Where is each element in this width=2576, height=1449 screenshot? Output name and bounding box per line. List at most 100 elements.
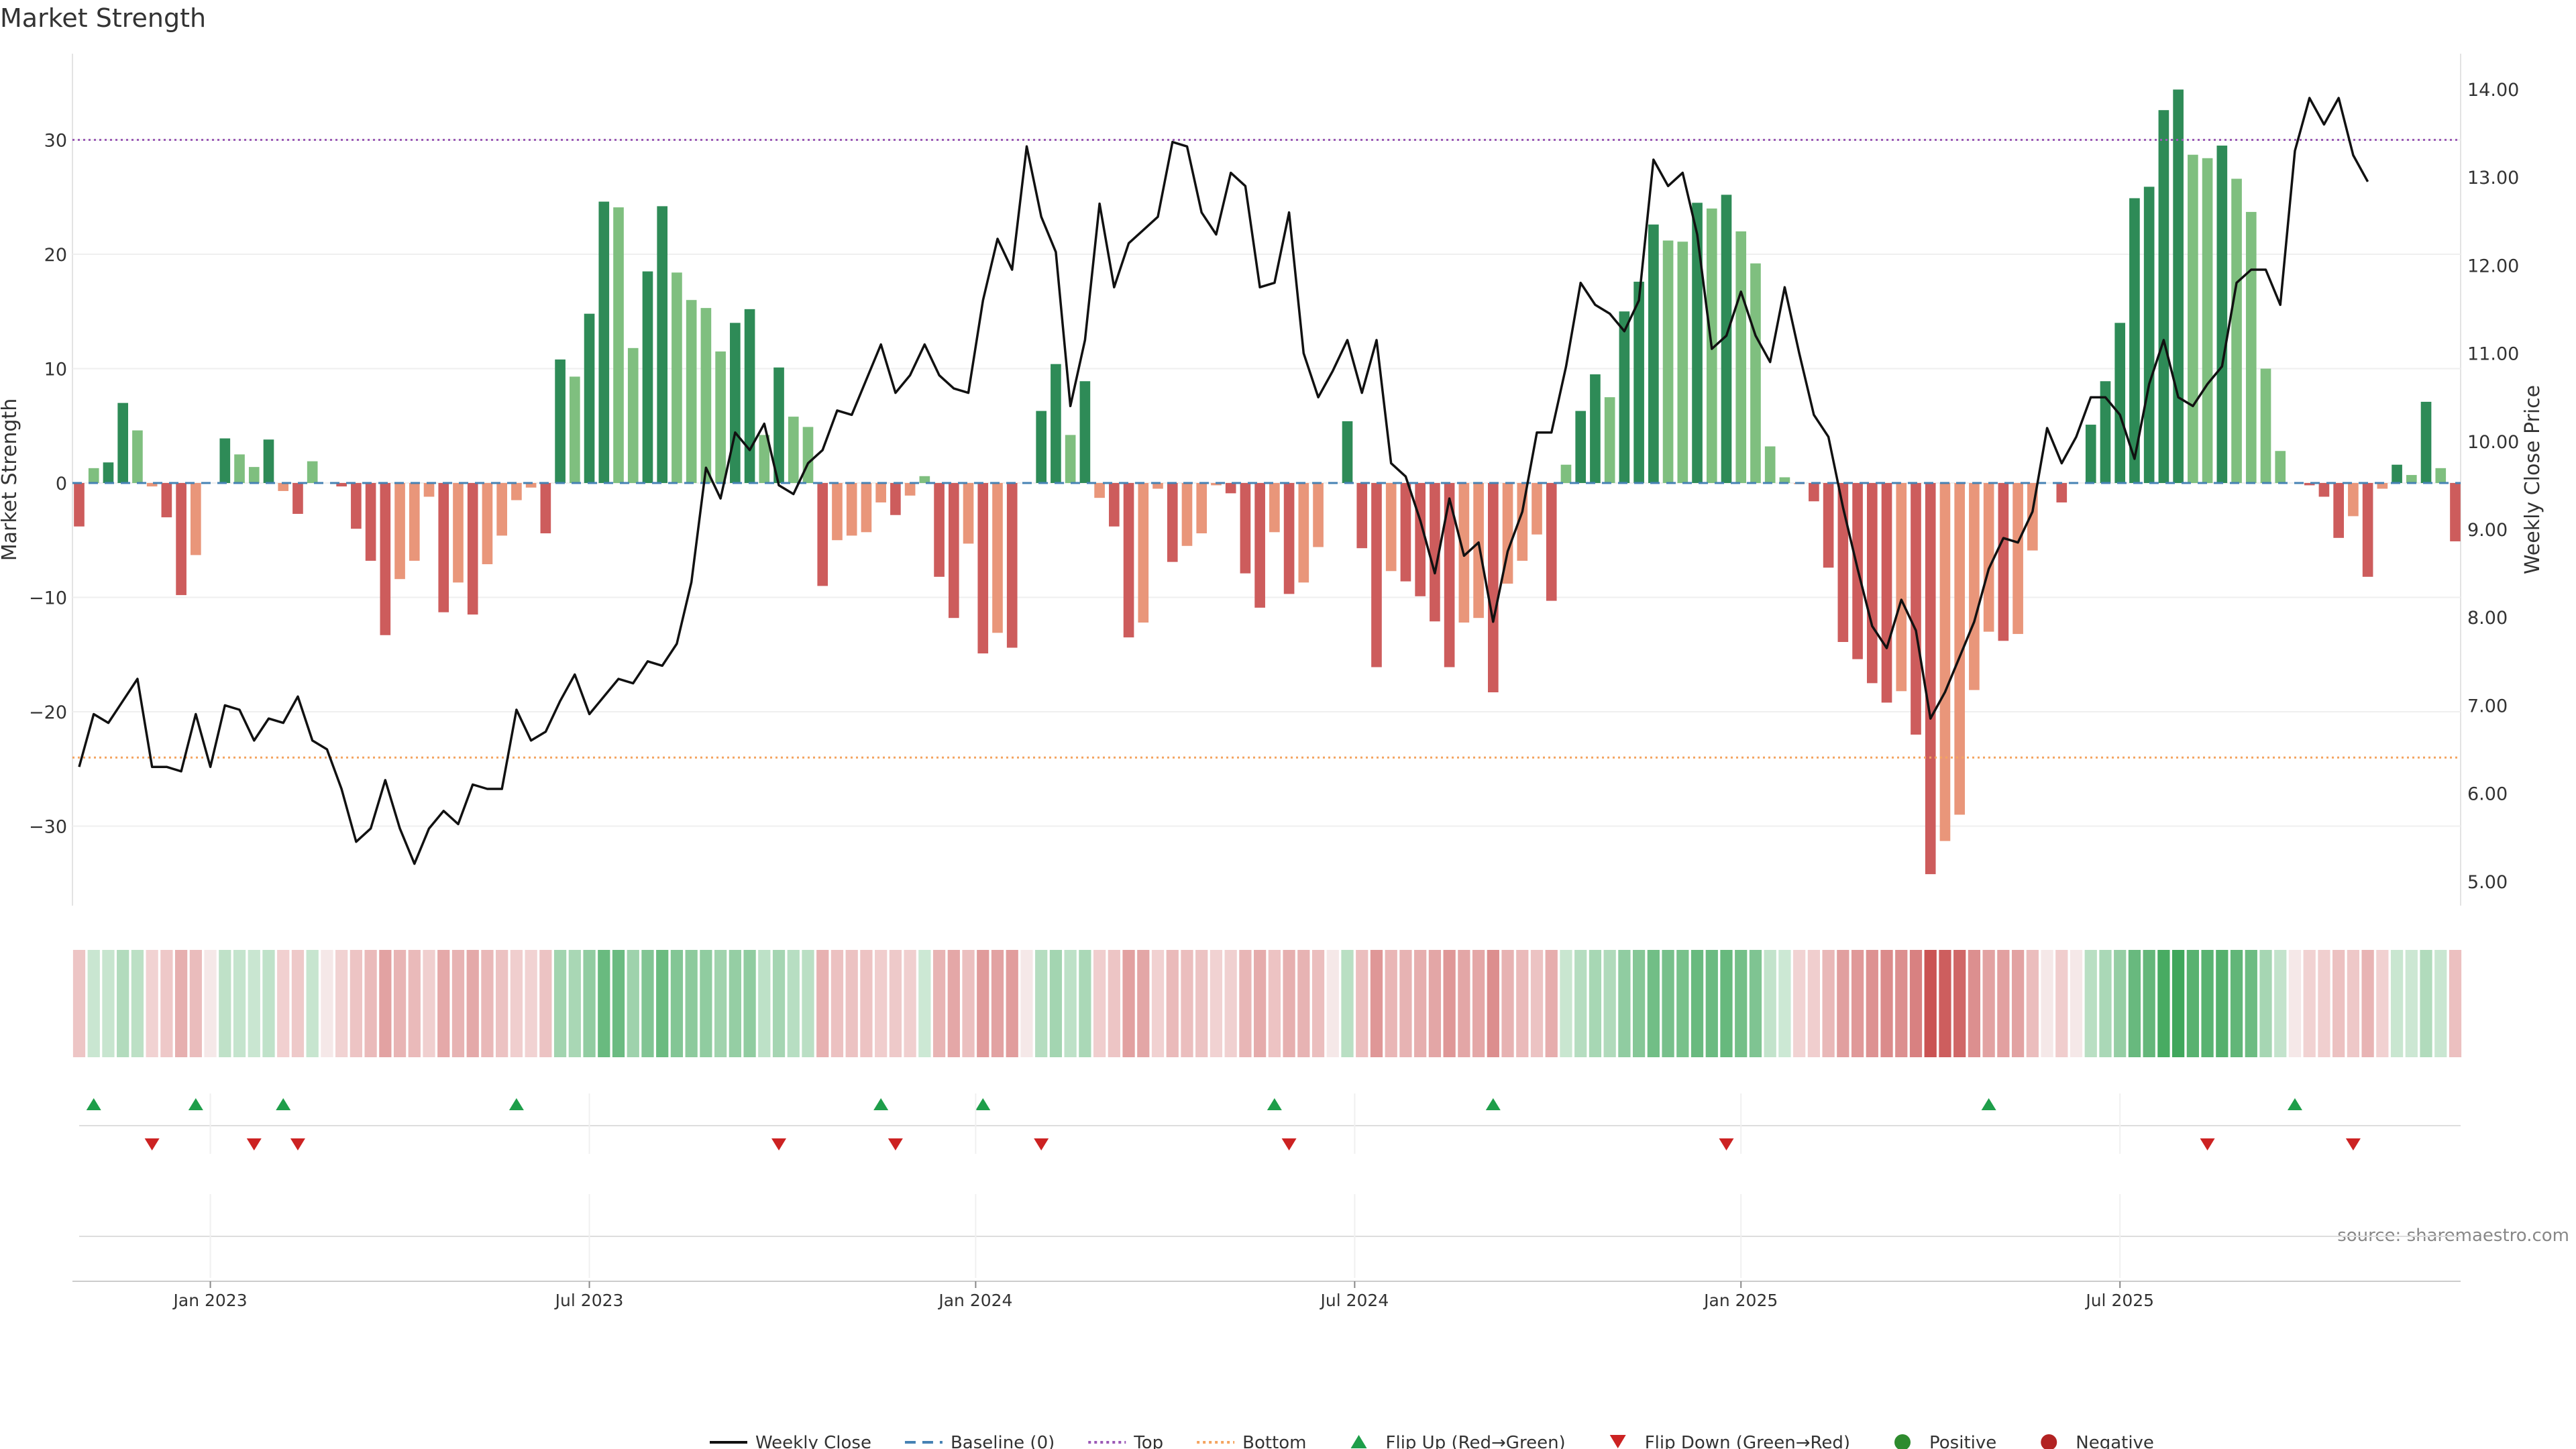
strength-bar	[584, 313, 595, 483]
x-tick-label: Jul 2025	[2084, 1291, 2154, 1310]
heat-cell	[262, 950, 275, 1057]
strength-bar	[1138, 483, 1149, 623]
strength-bar	[1371, 483, 1382, 667]
heat-cell	[437, 950, 450, 1057]
heat-cell	[525, 950, 537, 1057]
strength-bar	[1604, 397, 1615, 483]
strength-bar	[686, 300, 697, 483]
heat-cell	[1618, 950, 1631, 1057]
heat-cell	[117, 950, 129, 1057]
strength-bar	[2260, 368, 2271, 483]
strength-bar	[2231, 178, 2242, 483]
heat-cell	[743, 950, 756, 1057]
strength-bar	[278, 483, 289, 491]
strength-bar	[1779, 477, 1790, 483]
strength-bar	[453, 483, 464, 583]
strength-bar	[1590, 374, 1601, 483]
heat-cell	[670, 950, 684, 1057]
strength-bar	[2114, 323, 2126, 483]
heat-cell	[1210, 950, 1223, 1057]
strength-bar	[365, 483, 376, 561]
heat-cell	[2026, 950, 2039, 1057]
legend-swatch	[1609, 1435, 1626, 1448]
heat-cell	[1487, 950, 1499, 1057]
heat-cell	[1472, 950, 1485, 1057]
strength-bar	[380, 483, 391, 635]
flip-up-marker	[276, 1098, 291, 1110]
strength-bar	[1677, 241, 1688, 483]
legend-label: Weekly Close	[755, 1433, 871, 1449]
heat-cell	[1837, 950, 1849, 1057]
strength-bar	[788, 417, 799, 483]
heat-cell	[1399, 950, 1412, 1057]
heat-cell	[1283, 950, 1295, 1057]
heat-cell	[1997, 950, 2010, 1057]
heat-cell	[568, 950, 581, 1057]
heat-cell	[816, 950, 829, 1057]
strength-bar	[1444, 483, 1455, 667]
heat-cell	[845, 950, 858, 1057]
heat-cell	[2143, 950, 2155, 1057]
heat-cell	[627, 950, 639, 1057]
heat-cell	[2405, 950, 2418, 1057]
strength-bar	[2012, 483, 2023, 635]
strength-bar	[1896, 483, 1907, 692]
heat-cell	[189, 950, 202, 1057]
y2-tick-label: 5.00	[2467, 872, 2508, 893]
heat-cell	[1458, 950, 1470, 1057]
heat-cell	[1079, 950, 1091, 1057]
heat-cell	[1880, 950, 1893, 1057]
heat-cell	[830, 950, 844, 1057]
heat-cell	[1793, 950, 1806, 1057]
strength-bar	[540, 483, 551, 534]
strength-bar	[802, 427, 814, 483]
legend-item-flip_up: Flip Up (Red→Green)	[1350, 1433, 1566, 1449]
y-tick-label: −30	[29, 817, 67, 838]
strength-bar	[569, 376, 580, 483]
heat-cell	[393, 950, 407, 1057]
strength-bar	[1721, 195, 1732, 483]
strength-bar	[1400, 483, 1411, 582]
strength-bar	[744, 309, 755, 483]
heat-cell	[2230, 950, 2243, 1057]
strength-bar	[2245, 211, 2257, 483]
heat-cell	[364, 950, 377, 1057]
flip-up-marker	[1485, 1098, 1501, 1110]
strength-bar	[1954, 483, 1966, 815]
heat-cell	[1151, 950, 1165, 1057]
y-tick-label: 10	[44, 360, 67, 380]
heat-cell	[583, 950, 596, 1057]
strength-bar	[1735, 231, 1747, 483]
y-tick-label: 0	[56, 474, 67, 494]
heat-cell	[875, 950, 888, 1057]
strength-bar	[904, 483, 916, 496]
strength-bar	[846, 483, 857, 536]
heat-cell	[1735, 950, 1748, 1057]
heat-cell	[219, 950, 231, 1057]
heat-cell	[991, 950, 1004, 1057]
heat-cell	[962, 950, 975, 1057]
strength-bar	[1575, 411, 1587, 483]
strength-bar	[1998, 483, 2009, 641]
y-axis-label: Market Strength	[0, 398, 21, 561]
strength-bar	[817, 483, 828, 586]
heat-cell	[1006, 950, 1018, 1057]
heat-cell	[2449, 950, 2462, 1057]
y2-tick-label: 14.00	[2467, 80, 2519, 101]
y2-tick-label: 10.00	[2467, 432, 2519, 453]
y2-tick-label: 6.00	[2467, 784, 2508, 805]
heat-cell	[2055, 950, 2068, 1057]
y-tick-label: −10	[29, 588, 67, 609]
heat-cell	[758, 950, 771, 1057]
strength-bar	[1225, 483, 1236, 494]
strength-bar	[1532, 483, 1542, 535]
strength-bar	[627, 347, 639, 483]
heat-cell	[729, 950, 741, 1057]
strength-bar	[832, 483, 843, 541]
strength-bar	[1181, 483, 1193, 546]
heat-cell	[1443, 950, 1456, 1057]
strength-bar	[1983, 483, 1994, 632]
heat-cell	[1662, 950, 1674, 1057]
heat-cell	[772, 950, 786, 1057]
flip-down-marker	[1719, 1138, 1734, 1150]
